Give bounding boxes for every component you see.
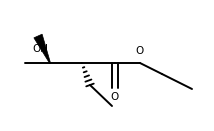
Text: OH: OH [32, 44, 48, 54]
Text: O: O [111, 92, 119, 102]
Polygon shape [34, 34, 51, 63]
Text: O: O [136, 46, 144, 56]
